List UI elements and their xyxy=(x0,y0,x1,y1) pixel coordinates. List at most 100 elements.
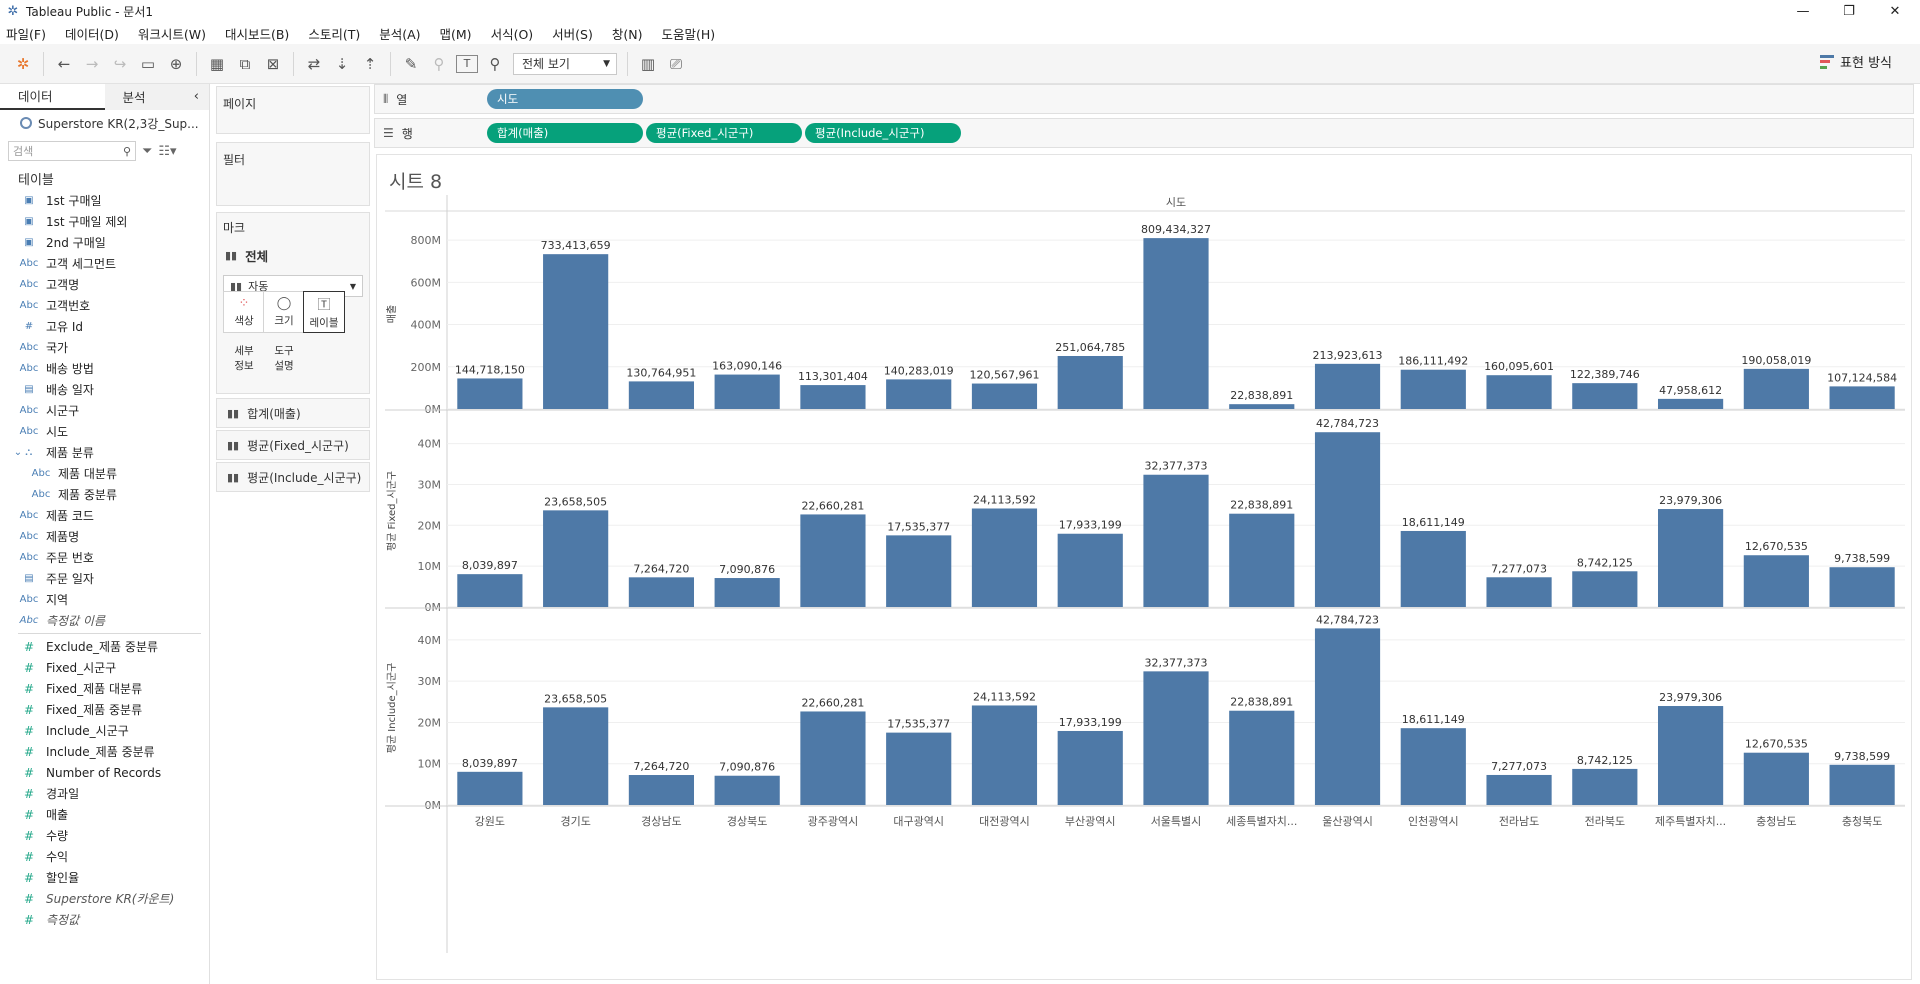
dimension-field[interactable]: Abc 시군구 xyxy=(0,400,209,421)
rows-pill-avg-fixed[interactable]: 평균(Fixed_시군구) xyxy=(646,123,802,143)
dimension-field[interactable]: ▣ 1st 구매일 제외 xyxy=(0,211,209,232)
tableau-start-icon[interactable]: ✲ xyxy=(16,54,30,73)
measure-field[interactable]: # 측정값 xyxy=(0,909,209,930)
dimension-field[interactable]: Abc 제품 중분류 xyxy=(0,484,209,505)
sort-ascending-icon[interactable]: ⇣ xyxy=(335,54,349,73)
bar xyxy=(886,732,952,805)
menu-dashboard[interactable]: 대시보드(B) xyxy=(224,26,290,42)
marks-pill-sum-sales[interactable]: ▮▮ 합계(매출) xyxy=(216,398,370,428)
marks-pill-avg-fixed[interactable]: ▮▮ 평균(Fixed_시군구) xyxy=(216,430,370,460)
dimension-field[interactable]: Abc 측정값 이름 xyxy=(0,610,209,631)
menu-analysis[interactable]: 분석(A) xyxy=(379,26,421,42)
size-button[interactable]: ◯ 크기 xyxy=(263,291,305,333)
group-members-icon[interactable]: ⚲ xyxy=(433,54,445,73)
presentation-mode-icon[interactable]: ⎚ xyxy=(669,54,682,73)
label-button[interactable]: 🅃 레이블 xyxy=(303,291,345,333)
show-cards-icon[interactable]: ▥ xyxy=(640,54,656,73)
dimension-field[interactable]: ▤ 배송 일자 xyxy=(0,379,209,400)
new-worksheet-icon[interactable]: ▦ xyxy=(209,54,225,73)
dimension-field[interactable]: ▣ 1st 구매일 xyxy=(0,190,209,211)
replay-icon[interactable]: ↪ xyxy=(113,54,127,73)
measure-field[interactable]: # Superstore KR(카운트) xyxy=(0,888,209,909)
menu-server[interactable]: 서버(S) xyxy=(552,26,593,42)
filters-card[interactable]: 필터 xyxy=(216,142,370,206)
dimension-field[interactable]: Abc 제품 대분류 xyxy=(0,463,209,484)
measure-field[interactable]: # 할인율 xyxy=(0,867,209,888)
dimension-field[interactable]: ⌄ ⛬ 제품 분류 xyxy=(0,442,209,463)
dimension-field[interactable]: Abc 지역 xyxy=(0,589,209,610)
field-label: Fixed_제품 중분류 xyxy=(46,703,143,717)
minimize-button[interactable]: — xyxy=(1796,3,1810,19)
menu-data[interactable]: 데이터(D) xyxy=(64,26,119,42)
show-me-button[interactable]: 표현 방식 xyxy=(1820,52,1892,71)
measure-field[interactable]: # Fixed_제품 중분류 xyxy=(0,699,209,720)
menu-file[interactable]: 파일(F) xyxy=(6,26,46,42)
menu-map[interactable]: 맵(M) xyxy=(439,26,472,42)
dimension-field[interactable]: Abc 고객 세그먼트 xyxy=(0,253,209,274)
measure-field[interactable]: # 수익 xyxy=(0,846,209,867)
menu-story[interactable]: 스토리(T) xyxy=(308,26,361,42)
filter-icon[interactable]: ⏷ xyxy=(142,143,153,159)
marks-pill-avg-include[interactable]: ▮▮ 평균(Include_시군구) xyxy=(216,462,370,492)
sort-descending-icon[interactable]: ⇡ xyxy=(363,54,377,73)
measure-field[interactable]: # Fixed_시군구 xyxy=(0,657,209,678)
save-icon[interactable]: ▭ xyxy=(140,54,156,73)
duplicate-sheet-icon[interactable]: ⧉ xyxy=(239,54,251,73)
measure-field[interactable]: # Fixed_제품 대분류 xyxy=(0,678,209,699)
dimension-field[interactable]: ▤ 주문 일자 xyxy=(0,568,209,589)
measure-field[interactable]: # 매출 xyxy=(0,804,209,825)
x-category-label: 전라남도 xyxy=(1499,815,1539,828)
measure-field[interactable]: # 경과일 xyxy=(0,783,209,804)
dimension-field[interactable]: Abc 제품 코드 xyxy=(0,505,209,526)
columns-pill-sido[interactable]: 시도 xyxy=(487,89,643,109)
measure-field[interactable]: # Number of Records xyxy=(0,762,209,783)
fit-select[interactable]: 전체 보기 ▼ xyxy=(513,52,617,75)
dimension-field[interactable]: Abc 주문 번호 xyxy=(0,547,209,568)
maximize-button[interactable]: ❐ xyxy=(1843,3,1855,19)
menu-format[interactable]: 서식(O) xyxy=(490,26,534,42)
view-options-icon[interactable]: ☷▾ xyxy=(158,143,177,159)
menu-worksheet[interactable]: 워크시트(W) xyxy=(137,26,206,42)
rows-pill-avg-include[interactable]: 평균(Include_시군구) xyxy=(805,123,961,143)
field-label: Fixed_제품 대분류 xyxy=(46,682,143,696)
clear-sheet-icon[interactable]: ⊠ xyxy=(266,54,280,73)
dimension-field[interactable]: Abc 고객번호 xyxy=(0,295,209,316)
dimension-field[interactable]: Abc 시도 xyxy=(0,421,209,442)
dimension-field[interactable]: Abc 배송 방법 xyxy=(0,358,209,379)
dimension-field[interactable]: Abc 고객명 xyxy=(0,274,209,295)
color-button[interactable]: ⁘ 색상 xyxy=(223,291,265,333)
redo-icon[interactable]: → xyxy=(85,54,99,73)
fix-axes-icon[interactable]: ⚲ xyxy=(489,54,501,73)
swap-rows-columns-icon[interactable]: ⇄ xyxy=(307,54,321,73)
show-mark-labels-icon[interactable]: T xyxy=(456,54,478,73)
highlight-icon[interactable]: ✎ xyxy=(404,54,418,73)
search-input[interactable]: 검색 ⚲ xyxy=(8,141,136,161)
measure-field[interactable]: # 수량 xyxy=(0,825,209,846)
rows-pill-sum-sales[interactable]: 합계(매출) xyxy=(487,123,643,143)
marks-all-tab[interactable]: ▮▮ 전체 xyxy=(217,242,369,269)
bar-value-label: 160,095,601 xyxy=(1484,360,1554,373)
dimension-field[interactable]: ▣ 2nd 구매일 xyxy=(0,232,209,253)
tab-data[interactable]: 데이터 xyxy=(0,84,105,110)
data-pane: 데이터 분석 ‹ Superstore KR(2,3강_Sup... 검색 ⚲ … xyxy=(0,83,210,984)
columns-shelf[interactable]: ⦀ 열 시도 xyxy=(374,84,1914,114)
undo-icon[interactable]: ← xyxy=(57,54,71,73)
detail-button[interactable]: 세부 정보 xyxy=(223,337,265,379)
tooltip-button[interactable]: 도구 설명 xyxy=(263,337,305,379)
menu-help[interactable]: 도움말(H) xyxy=(661,26,716,42)
measure-field[interactable]: # Exclude_제품 중분류 xyxy=(0,636,209,657)
bar xyxy=(1057,355,1123,409)
dimension-field[interactable]: Abc 국가 xyxy=(0,337,209,358)
new-datasource-icon[interactable]: ⊕ xyxy=(169,54,183,73)
measure-field[interactable]: # Include_시군구 xyxy=(0,720,209,741)
close-button[interactable]: ✕ xyxy=(1889,3,1901,19)
collapse-pane-icon[interactable]: ‹ xyxy=(193,89,199,104)
tab-analysis[interactable]: 분석 xyxy=(104,83,209,110)
menu-window[interactable]: 창(N) xyxy=(611,26,643,42)
dimension-field[interactable]: # 고유 Id xyxy=(0,316,209,337)
data-source[interactable]: Superstore KR(2,3강_Sup... xyxy=(0,110,209,136)
measure-field[interactable]: # Include_제품 중분류 xyxy=(0,741,209,762)
pages-card[interactable]: 페이지 xyxy=(216,86,370,134)
dimension-field[interactable]: Abc 제품명 xyxy=(0,526,209,547)
rows-shelf[interactable]: ☰ 행 합계(매출) 평균(Fixed_시군구) 평균(Include_시군구) xyxy=(374,118,1914,148)
